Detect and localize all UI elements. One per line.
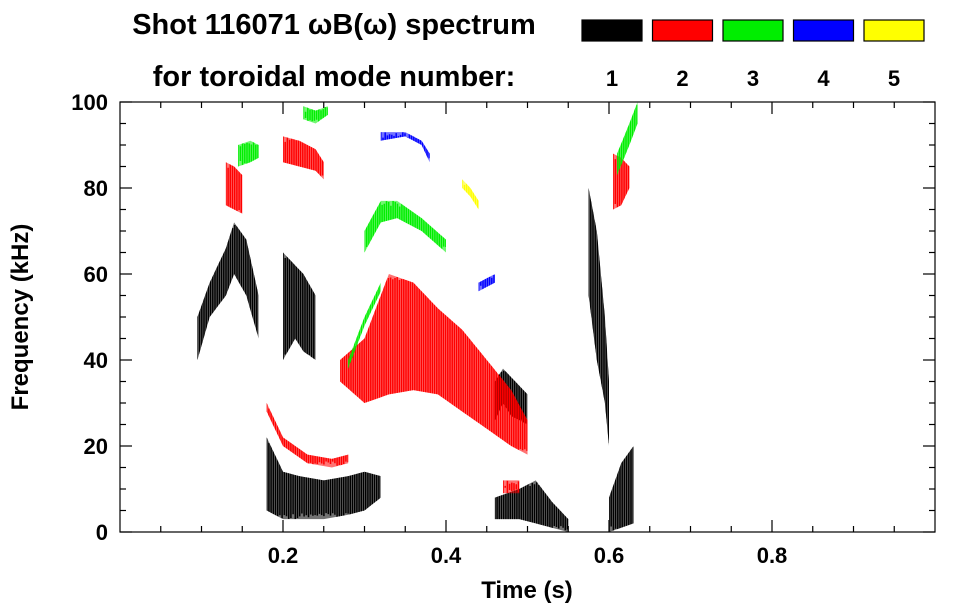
y-tick-label: 80 <box>84 176 108 201</box>
y-tick-label: 20 <box>84 434 108 459</box>
x-tick-label: 0.2 <box>268 543 299 568</box>
band-streaks-mode-2-5 <box>613 153 630 210</box>
plot-area <box>197 102 638 532</box>
axes: 0.2 0.4 0.6 0.8 0 20 40 60 80 100 <box>71 90 935 568</box>
legend: 1 2 3 4 5 <box>581 19 925 91</box>
legend-label-mode-2: 2 <box>676 66 688 91</box>
band-streaks-mode-2-1 <box>283 136 324 180</box>
band-mode-2-2 <box>266 403 349 468</box>
y-tick-label: 100 <box>71 90 108 115</box>
band-streaks-mode-4-0 <box>380 132 430 163</box>
x-tick-label: 0.8 <box>757 543 788 568</box>
x-tick-label: 0.4 <box>431 543 462 568</box>
y-tick-label: 0 <box>96 520 108 545</box>
plot-frame <box>119 101 936 533</box>
band-mode-3-2 <box>364 200 446 253</box>
chart-title-line1: Shot 116071 ωB(ω) spectrum <box>132 9 536 41</box>
legend-swatch-mode-2 <box>651 19 714 42</box>
legend-label-mode-5: 5 <box>888 66 900 91</box>
legend-label-mode-1: 1 <box>606 66 618 91</box>
band-streaks-mode-1-1 <box>283 252 315 360</box>
y-tick-label: 40 <box>84 348 108 373</box>
y-axis-label: Frequency (kHz) <box>7 224 34 411</box>
x-axis-label: Time (s) <box>481 577 573 604</box>
legend-label-mode-4: 4 <box>817 66 830 91</box>
y-tick-label: 60 <box>84 262 108 287</box>
legend-swatch-mode-1 <box>581 19 643 42</box>
legend-swatch-mode-3 <box>722 19 784 42</box>
legend-swatch-mode-4 <box>792 19 855 42</box>
band-streaks-mode-2-4 <box>503 480 520 494</box>
legend-swatch-mode-5 <box>863 19 925 42</box>
legend-label-mode-3: 3 <box>747 66 759 91</box>
x-tick-label: 0.6 <box>594 543 625 568</box>
chart-title-line2: for toroidal mode number: <box>153 61 516 93</box>
